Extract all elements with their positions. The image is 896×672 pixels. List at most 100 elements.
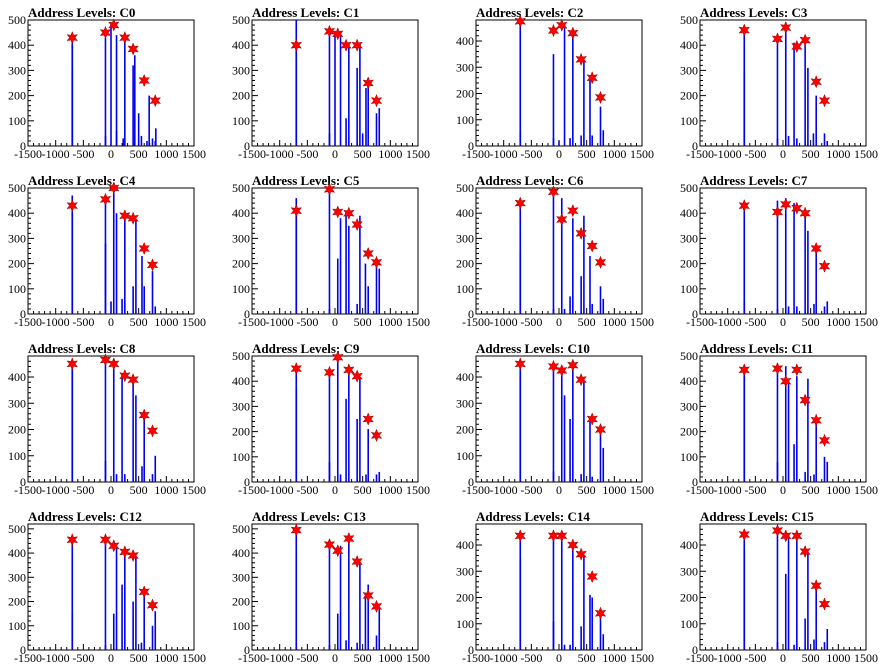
x-tick-label: 500 (354, 483, 372, 497)
x-tick-label: -1500 (462, 651, 490, 665)
star-icon (818, 433, 831, 448)
star-icon (586, 569, 598, 584)
x-tick-label: -1500 (686, 651, 714, 665)
x-tick-label: 1000 (602, 651, 626, 665)
star-icon (107, 539, 120, 553)
y-tick-label: 400 (456, 370, 474, 384)
y-tick-label: 100 (232, 450, 250, 464)
star-icon (351, 217, 363, 232)
y-tick-label: 100 (680, 617, 698, 631)
x-tick-label: 1500 (406, 483, 430, 497)
star-icon (127, 548, 139, 563)
panel-title: Address Levels: C6 (476, 173, 584, 188)
y-tick-label: 0 (692, 139, 698, 153)
star-icon (547, 23, 560, 38)
x-tick-label: 500 (130, 483, 148, 497)
x-tick-label: 1000 (602, 483, 626, 497)
star-icon (362, 412, 374, 426)
y-tick-label: 100 (232, 619, 250, 633)
x-tick-label: 1000 (826, 147, 850, 161)
y-tick-label: 400 (456, 538, 474, 552)
star-icon (771, 32, 784, 46)
x-tick-label: 500 (354, 315, 372, 329)
y-tick-label: 100 (8, 282, 26, 296)
x-tick-label: -1000 (714, 651, 742, 665)
star-icon (818, 93, 831, 108)
y-tick-label: 300 (232, 231, 250, 245)
y-tick-label: 400 (8, 546, 26, 560)
star-icon (370, 93, 383, 108)
x-tick-label: -1500 (462, 147, 490, 161)
y-tick-label: 100 (456, 449, 474, 463)
y-tick-label: 500 (232, 349, 250, 363)
panel-title: Address Levels: C10 (476, 341, 590, 356)
y-tick-label: 500 (232, 13, 250, 27)
y-tick-label: 200 (456, 257, 474, 271)
y-tick-label: 200 (8, 423, 26, 437)
star-icon (799, 544, 811, 559)
panel-title: Address Levels: C4 (28, 173, 136, 188)
x-tick-label: -500 (744, 147, 766, 161)
star-icon (567, 26, 579, 40)
panel-4: Address Levels: C40100200300400500-1500-… (8, 173, 206, 329)
star-icon (66, 357, 79, 371)
y-tick-label: 300 (8, 396, 26, 410)
y-tick-label: 300 (232, 63, 250, 77)
y-tick-label: 300 (456, 231, 474, 245)
x-tick-label: 1000 (602, 147, 626, 161)
x-tick-label: 1000 (154, 651, 178, 665)
y-tick-label: 0 (692, 307, 698, 321)
x-tick-label: 1000 (378, 651, 402, 665)
star-icon (362, 246, 374, 261)
panel-3: Address Levels: C30100200300400500-1500-… (680, 5, 878, 161)
x-tick-label: -1500 (686, 147, 714, 161)
x-tick-label: 1500 (854, 483, 878, 497)
plot-frame (27, 187, 195, 315)
star-icon (99, 533, 112, 547)
x-tick-label: -1000 (266, 147, 294, 161)
panel-title: Address Levels: C2 (476, 5, 583, 20)
star-icon (791, 529, 803, 543)
star-icon (290, 203, 303, 218)
panel-7: Address Levels: C70100200300400500-1500-… (680, 173, 878, 329)
panel-5: Address Levels: C50100200300400500-1500-… (232, 173, 430, 329)
star-icon (594, 90, 607, 105)
y-tick-label: 200 (232, 89, 250, 103)
x-tick-label: 1500 (630, 147, 654, 161)
x-tick-label: 0 (780, 315, 786, 329)
star-icon (331, 27, 344, 41)
x-tick-label: 1500 (854, 651, 878, 665)
star-icon (799, 33, 811, 47)
x-tick-label: -1000 (714, 147, 742, 161)
star-icon (343, 363, 355, 377)
y-tick-label: 0 (468, 139, 474, 153)
y-tick-label: 400 (8, 206, 26, 220)
y-tick-label: 0 (244, 307, 250, 321)
x-tick-label: -1500 (686, 315, 714, 329)
star-icon (290, 523, 303, 537)
y-tick-label: 100 (680, 450, 698, 464)
star-icon (555, 212, 568, 227)
x-tick-label: 0 (556, 315, 562, 329)
y-tick-label: 0 (244, 643, 250, 657)
star-icon (810, 579, 822, 593)
star-icon (594, 606, 607, 620)
panel-title: Address Levels: C1 (252, 5, 359, 20)
star-icon (771, 361, 784, 376)
y-tick-label: 0 (468, 643, 474, 657)
star-icon (575, 226, 587, 241)
panel-13: Address Levels: C13 0 100 200 300 400 500 -1500… (232, 509, 430, 665)
star-icon (362, 588, 374, 603)
star-icon (779, 20, 792, 35)
panel-title: Address Levels: C8 (28, 341, 136, 356)
x-tick-label: 500 (802, 315, 820, 329)
x-tick-label: 500 (578, 483, 596, 497)
star-icon (119, 209, 131, 223)
star-icon (119, 30, 131, 45)
star-icon (146, 258, 159, 272)
star-icon (567, 203, 579, 218)
y-tick-label: 300 (680, 231, 698, 245)
y-tick-label: 0 (692, 643, 698, 657)
y-tick-label: 500 (8, 181, 26, 195)
star-icon (343, 206, 355, 220)
